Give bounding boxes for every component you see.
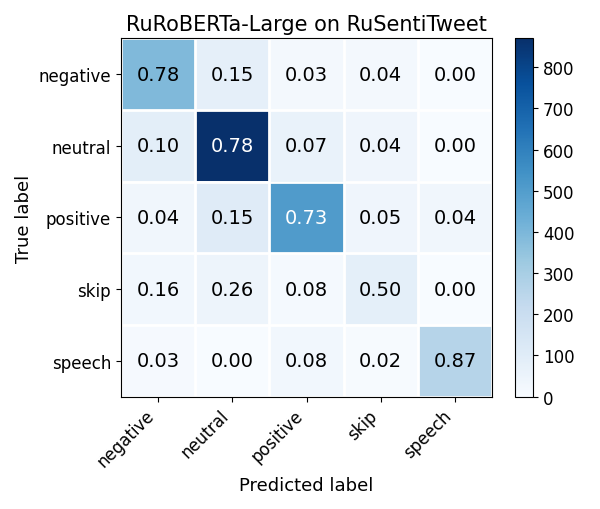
Text: 0.00: 0.00 [434,137,476,156]
Text: 0.04: 0.04 [359,66,403,84]
Text: 0.04: 0.04 [136,209,179,228]
Text: 0.78: 0.78 [211,137,254,156]
Text: 0.00: 0.00 [434,280,476,299]
Text: 0.04: 0.04 [359,137,403,156]
Text: 0.03: 0.03 [285,66,328,84]
Text: 0.00: 0.00 [434,66,476,84]
Text: 0.16: 0.16 [136,280,179,299]
Text: 0.87: 0.87 [433,352,476,371]
Text: 0.07: 0.07 [285,137,328,156]
Text: 0.15: 0.15 [211,209,254,228]
Text: 0.04: 0.04 [433,209,476,228]
Text: 0.00: 0.00 [211,352,254,371]
Text: 0.05: 0.05 [359,209,403,228]
Text: 0.10: 0.10 [136,137,179,156]
Text: 0.03: 0.03 [136,352,179,371]
Title: RuRoBERTa-Large on RuSentiTweet: RuRoBERTa-Large on RuSentiTweet [126,15,487,35]
Text: 0.50: 0.50 [359,280,403,299]
Text: 0.08: 0.08 [285,280,328,299]
Text: 0.26: 0.26 [211,280,254,299]
Y-axis label: True label: True label [15,174,33,262]
Text: 0.73: 0.73 [285,209,328,228]
X-axis label: Predicted label: Predicted label [239,476,374,494]
Text: 0.15: 0.15 [211,66,254,84]
Text: 0.02: 0.02 [359,352,403,371]
Text: 0.78: 0.78 [136,66,179,84]
Text: 0.08: 0.08 [285,352,328,371]
